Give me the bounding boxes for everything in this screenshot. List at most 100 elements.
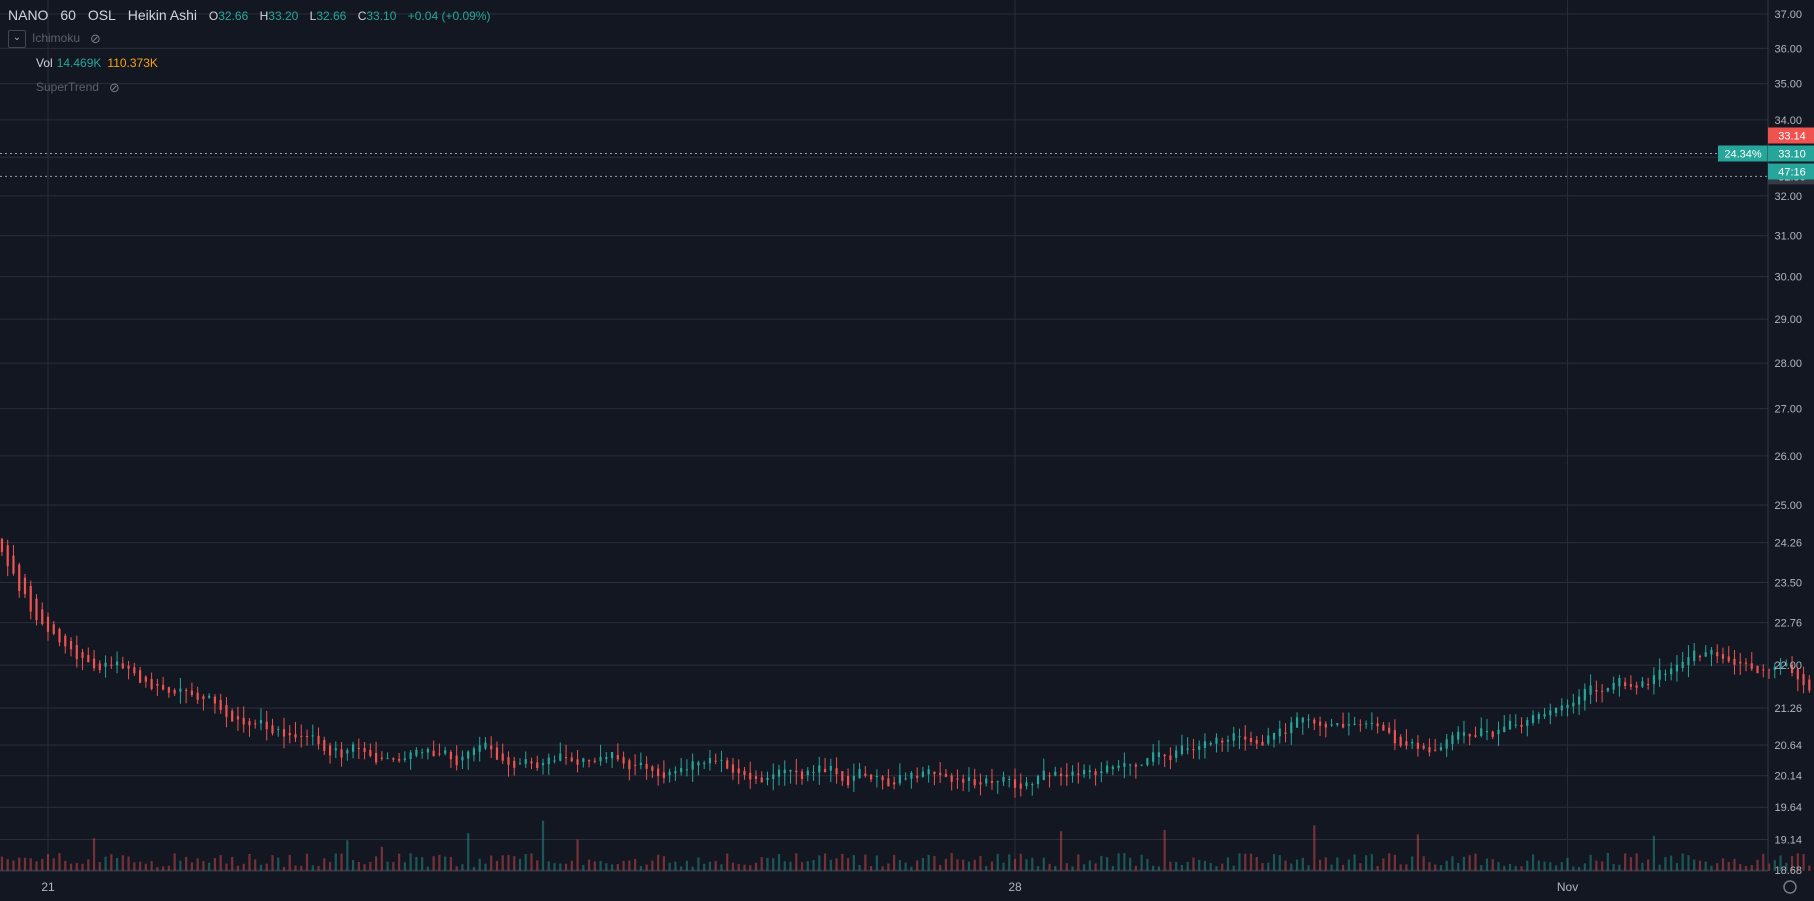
candle-body	[530, 761, 533, 764]
volume-bar	[156, 866, 159, 871]
volume-bar	[1157, 866, 1160, 871]
volume-bar	[1019, 853, 1022, 871]
candle-body	[1341, 724, 1345, 728]
volume-bar	[328, 862, 332, 871]
candle-body	[691, 761, 694, 770]
candle-body	[1388, 727, 1391, 733]
volume-bar	[1393, 854, 1396, 871]
candle-body	[933, 771, 936, 775]
candle-body	[524, 759, 527, 764]
candle-body	[156, 684, 159, 686]
candle-body	[1405, 741, 1408, 746]
candle-body	[1307, 719, 1310, 721]
volume-bar	[639, 866, 642, 871]
candle-body	[1445, 739, 1448, 749]
candle-body	[1054, 771, 1057, 776]
volume-bar	[898, 860, 901, 871]
volume-bar	[1336, 857, 1339, 871]
candle-body	[1808, 679, 1811, 691]
volume-bar	[927, 854, 930, 871]
candle-body	[518, 763, 522, 765]
volume-bar	[196, 858, 199, 871]
volume-bar	[1526, 860, 1529, 871]
candle-body	[294, 734, 297, 738]
volume-bar	[870, 866, 873, 871]
candle-body	[104, 662, 107, 667]
candles	[0, 537, 1814, 798]
volume-bar	[1802, 853, 1805, 871]
volume-bar	[1042, 857, 1045, 871]
volume-bar	[599, 860, 602, 871]
candle-body	[680, 767, 683, 773]
volume-bar	[1589, 854, 1592, 871]
volume-bar	[254, 859, 257, 871]
volume-bar	[547, 861, 550, 871]
volume-bar	[467, 833, 470, 871]
candle-body	[1198, 746, 1201, 750]
volume-bar	[1359, 863, 1362, 871]
candle-body	[547, 757, 550, 765]
volume-bar	[691, 866, 694, 871]
candle-body	[777, 769, 781, 777]
volume-bar	[242, 863, 245, 871]
candle-body	[1157, 752, 1160, 758]
candle-body	[1785, 663, 1788, 667]
candle-body	[818, 765, 821, 773]
candle-body	[1272, 733, 1276, 740]
volume-bar	[1324, 857, 1327, 871]
candle-body	[317, 735, 320, 745]
volume-bar	[1531, 854, 1535, 871]
volume-bar	[110, 854, 113, 871]
volume-bar	[541, 820, 545, 871]
candle-body	[1687, 657, 1690, 665]
candle-body	[910, 772, 913, 779]
candle-body	[628, 760, 631, 770]
candle-body	[985, 778, 988, 784]
volume-bar	[259, 864, 263, 871]
candle-body	[973, 779, 976, 786]
candle-body	[305, 735, 309, 737]
volume-bar	[1577, 866, 1581, 871]
candle-body	[1318, 721, 1322, 726]
candle-body	[1474, 735, 1477, 737]
volume-bar	[1370, 854, 1373, 871]
candle-body	[1790, 664, 1794, 673]
volume-bar	[277, 857, 280, 871]
volume-bar	[1278, 855, 1281, 871]
volume-bar	[490, 855, 493, 871]
volume-bar	[323, 858, 326, 871]
candle-body	[1560, 705, 1563, 711]
candle-body	[1583, 688, 1586, 701]
volume-bar	[564, 863, 568, 871]
candle-body	[98, 663, 101, 671]
candle-body	[1203, 741, 1207, 748]
volume-bar	[58, 853, 61, 871]
candle-body	[887, 778, 890, 787]
volume-bar	[12, 860, 15, 871]
candle-body	[1439, 747, 1443, 751]
candle-body	[282, 729, 286, 737]
candle-body	[587, 760, 591, 762]
candle-body	[374, 752, 378, 763]
candle-body	[150, 679, 153, 690]
candle-body	[737, 768, 740, 774]
volume-bar	[1272, 854, 1276, 871]
volume-bar	[1520, 866, 1523, 871]
volume-bar	[162, 866, 165, 871]
volume-bar	[524, 854, 527, 871]
volume-bar	[1341, 864, 1345, 871]
candle-body	[1175, 750, 1178, 758]
candle-body	[1152, 752, 1155, 762]
candle-body	[133, 667, 136, 674]
candle-body	[766, 777, 769, 781]
volume-bar	[1059, 831, 1063, 871]
volume-bar	[1295, 859, 1299, 871]
candle-body	[202, 696, 205, 699]
volume-bar	[806, 861, 809, 871]
volume-bar	[749, 865, 752, 871]
candle-body	[904, 778, 907, 780]
volume-bar	[680, 866, 683, 871]
candle-body	[1606, 687, 1609, 692]
